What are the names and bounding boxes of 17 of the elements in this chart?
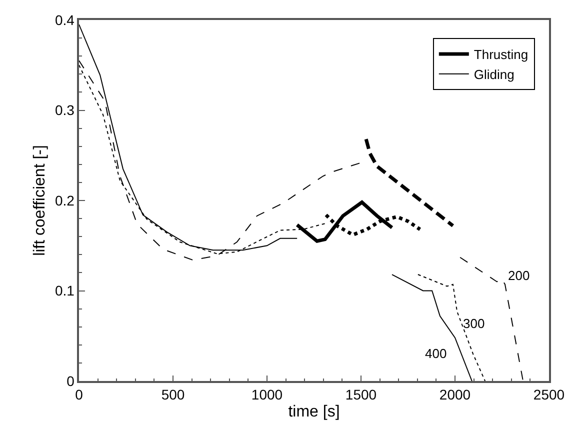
y-tick-label: 0.3 — [54, 102, 75, 118]
annotation: 300 — [463, 316, 485, 331]
y-axis-title: lift coefficient [-] — [31, 145, 48, 256]
x-tick-label: 500 — [161, 386, 185, 403]
annotation: 400 — [425, 346, 447, 361]
annotation: 200 — [508, 268, 530, 283]
legend-label: Thrusting — [474, 47, 528, 62]
y-tick-label: 0.1 — [54, 282, 75, 299]
y-tick-label: 0 — [66, 372, 75, 389]
legend-label: Gliding — [474, 66, 514, 82]
x-tick-label: 2000 — [439, 386, 471, 403]
y-tick-label: 0.2 — [54, 192, 75, 208]
x-tick-label: 2500 — [533, 386, 565, 403]
x-axis-title: time [s] — [288, 404, 340, 421]
x-tick-label: 1500 — [345, 386, 377, 403]
y-tick-label: 0.4 — [54, 12, 75, 28]
x-tick-label: 1000 — [251, 386, 283, 403]
